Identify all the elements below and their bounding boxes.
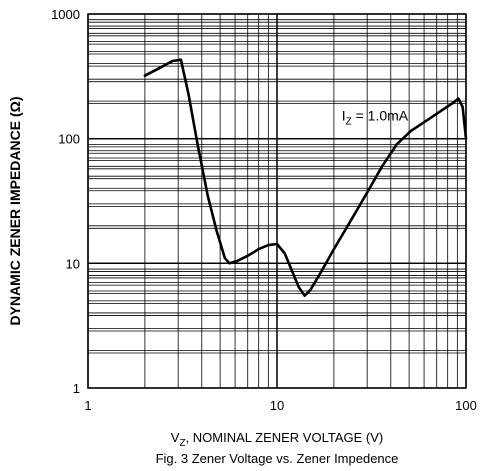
test-current-annotation: IZ = 1.0mA [342, 107, 409, 127]
x-axis-label-subscript: Z [179, 438, 185, 449]
y-tick-labels: 1 10 100 1000 [51, 7, 80, 396]
y-axis-label: DYNAMIC ZENER IMPEDANCE (Ω) [7, 96, 23, 325]
x-axis-label-text: , NOMINAL ZENER VOLTAGE (V) [186, 430, 384, 445]
y-tick-label: 100 [58, 132, 80, 147]
y-tick-label: 1 [73, 381, 80, 396]
x-tick-labels: 1 10 100 [84, 398, 476, 413]
x-axis-label: VZ, NOMINAL ZENER VOLTAGE (V) [171, 430, 383, 449]
x-axis-label-prefix: V [171, 430, 180, 445]
plot-frame [87, 13, 467, 389]
annotation-value: = 1.0mA [352, 107, 409, 123]
x-tick-label: 1 [84, 398, 91, 413]
annotation-prefix: I [342, 107, 346, 123]
x-tick-label: 100 [455, 398, 477, 413]
figure-caption: Fig. 3 Zener Voltage vs. Zener Impedence [156, 451, 399, 466]
x-tick-label: 10 [270, 398, 284, 413]
grid [87, 13, 467, 389]
impedance-curve [143, 58, 468, 297]
annotation-subscript: Z [346, 116, 352, 127]
y-tick-label: 1000 [51, 7, 80, 22]
y-tick-label: 10 [66, 256, 80, 271]
